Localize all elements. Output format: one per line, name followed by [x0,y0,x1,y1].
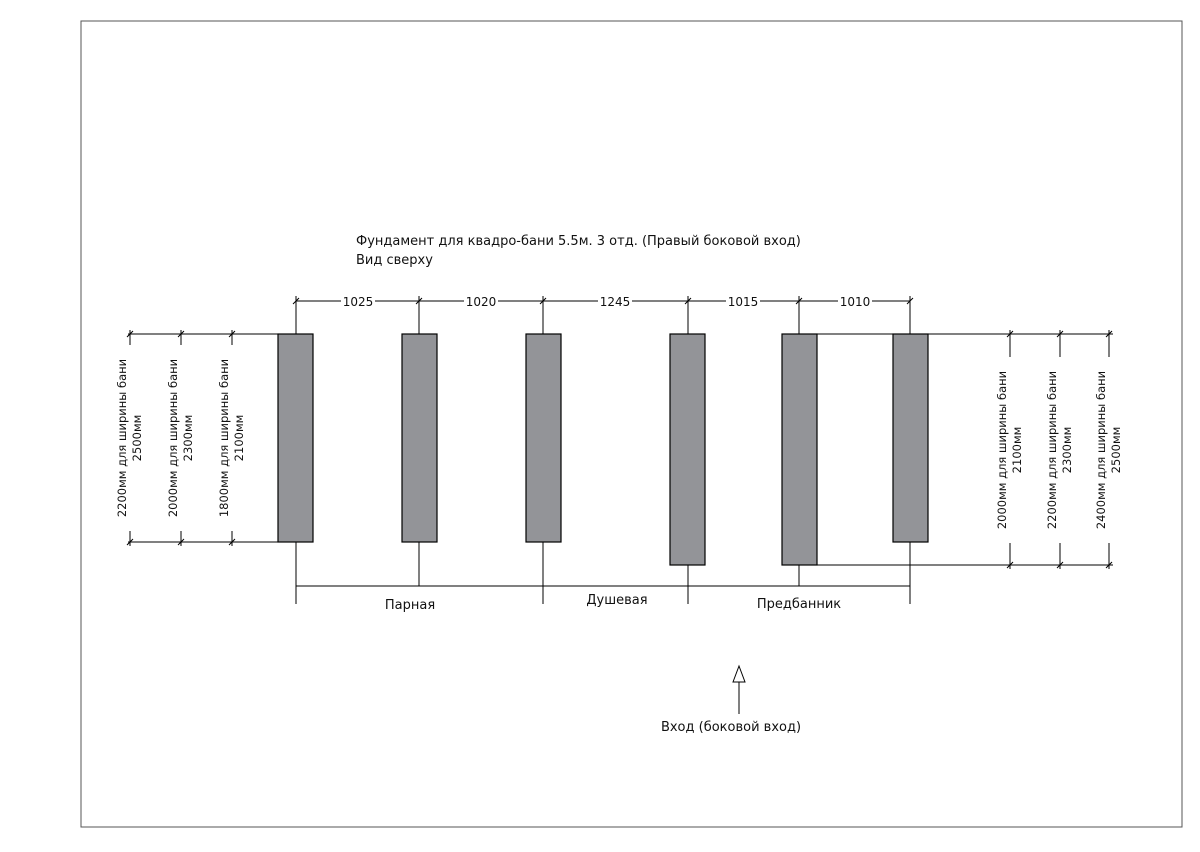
foundation-pillar [669,333,706,566]
entrance-label: Вход (боковой вход) [661,720,801,735]
left-dimensions: 2200мм для ширины бани 2500мм 2000мм для… [114,330,296,546]
right-dim-label: 2500мм [1109,427,1123,474]
spacing-label: 1020 [466,295,497,309]
right-dim-label: 2400мм для ширины бани [1094,371,1108,529]
room-label-anteroom: Предбанник [757,597,841,612]
right-dim-label: 2300мм [1060,427,1074,474]
spacing-label: 1025 [343,295,374,309]
entrance-arrow [732,664,746,714]
foundation-pillar [277,333,314,543]
left-dim-label: 2300мм [181,415,195,462]
room-divisions: Парная Душевая Предбанник [295,542,911,613]
left-dim-label: 2100мм [232,415,246,462]
foundation-pillar [525,333,562,543]
foundation-pillar [401,333,438,543]
drawing-subtitle: Вид сверху [356,253,433,268]
foundation-pillar [892,333,929,543]
room-label-steam: Парная [385,598,435,613]
spacing-label: 1245 [600,295,631,309]
drawing-title: Фундамент для квадро-бани 5.5м. 3 отд. (… [356,234,801,249]
right-dim-label: 2100мм [1010,427,1024,474]
right-dimensions: 2000мм для ширины бани 2100мм 2200мм для… [799,330,1125,569]
top-dimension: 1025 1020 1245 1015 1010 [292,293,914,334]
right-dim-label: 2200мм для ширины бани [1045,371,1059,529]
left-dim-label: 1800мм для ширины бани [217,359,231,517]
left-dim-label: 2000мм для ширины бани [166,359,180,517]
spacing-label: 1015 [728,295,759,309]
room-label-shower: Душевая [586,593,647,608]
foundation-pillar [781,333,818,566]
right-dim-label: 2000мм для ширины бани [995,371,1009,529]
spacing-label: 1010 [840,295,871,309]
left-dim-label: 2200мм для ширины бани [115,359,129,517]
left-dim-label: 2500мм [130,415,144,462]
foundation-pillars [277,333,929,566]
